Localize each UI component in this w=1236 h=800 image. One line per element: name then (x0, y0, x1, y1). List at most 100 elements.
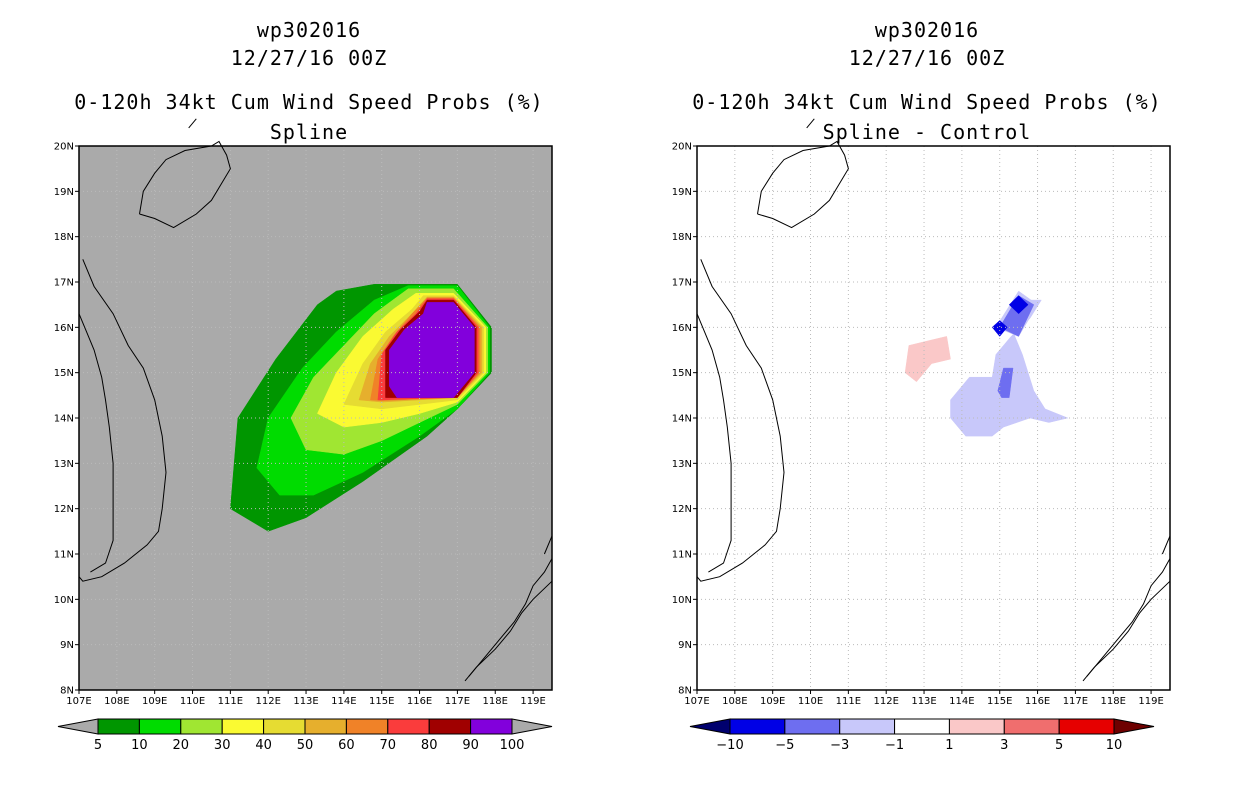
colorbar-swatch (470, 718, 513, 735)
colorbar-label: 80 (421, 738, 438, 753)
coastline (1086, 558, 1171, 677)
y-tick-label: 19N (672, 187, 692, 198)
colorbar-label: −1 (885, 738, 904, 753)
x-tick-label: 107E (66, 696, 91, 707)
colorbar-swatch (345, 718, 389, 735)
colorbar-swatch (1058, 718, 1115, 735)
colorbar-swatch (948, 718, 1005, 735)
x-tick-label: 113E (293, 696, 318, 707)
colorbar-swatch (263, 718, 306, 735)
datetime-title: 12/27/16 00Z (230, 46, 388, 70)
colorbar-swatch (304, 718, 347, 735)
x-axis: 107E 108E 109E 110E 111E 112E 113E 114E 115E 116E… (66, 690, 546, 707)
coastline (757, 140, 849, 229)
colorbar-swatch (1003, 718, 1060, 735)
coastlines (696, 118, 1171, 682)
x-tick-label: 112E (873, 696, 898, 707)
x-tick-label: 116E (407, 696, 432, 707)
colorbar-swatch (428, 718, 472, 735)
colorbar-label: 5 (1055, 738, 1063, 753)
contour-fill--5 (1008, 295, 1029, 315)
colorbar-label: 90 (462, 738, 479, 753)
coastline (188, 118, 197, 129)
y-tick-label: 13N (672, 459, 692, 470)
colorbar: −10 −5 −3 −1 1 3 5 10 (689, 718, 1155, 753)
x-tick-label: 108E (104, 696, 129, 707)
y-tick-label: 12N (672, 504, 692, 515)
coastline (78, 313, 114, 573)
colorbar-label: −5 (775, 738, 794, 753)
contour-fill--5 (991, 320, 1008, 337)
coastline (468, 558, 553, 677)
y-tick-label: 9N (678, 640, 692, 651)
y-tick-label: 17N (54, 278, 74, 289)
contour-fill-90 (389, 302, 475, 398)
y-tick-label: 16N (54, 323, 74, 334)
x-tick-label: 110E (180, 696, 205, 707)
x-tick-label: 115E (987, 696, 1012, 707)
x-tick-label: 111E (836, 696, 861, 707)
datetime-title: 12/27/16 00Z (848, 46, 1006, 70)
colorbar-swatch (784, 718, 841, 735)
colorbar-label: 10 (131, 738, 148, 753)
coastline (1161, 535, 1171, 555)
contour-fill--3 (997, 367, 1014, 398)
x-tick-label: 113E (911, 696, 936, 707)
y-tick-label: 10N (54, 595, 74, 606)
x-tick-label: 118E (483, 696, 508, 707)
y-axis: 8N 9N 10N 11N 12N 13N 14N 15N 16N 17N 18N 19N 20N (54, 142, 79, 697)
colorbar-swatch (138, 718, 182, 735)
colorbar-swatch (894, 718, 950, 735)
y-tick-label: 15N (54, 368, 74, 379)
coastlines (78, 118, 553, 682)
y-tick-label: 9N (60, 640, 74, 651)
contour-fills (904, 290, 1069, 437)
coastline (1082, 580, 1171, 682)
y-tick-label: 19N (54, 187, 74, 198)
x-tick-label: 115E (369, 696, 394, 707)
coastline (464, 580, 553, 682)
colorbar-label: 30 (214, 738, 231, 753)
colorbar: 5 10 20 30 40 50 60 70 80 90 100 (57, 718, 553, 753)
coastline (78, 259, 167, 582)
contour-fills (230, 284, 492, 532)
y-tick-label: 20N (54, 142, 74, 153)
colorbar-label: 20 (173, 738, 190, 753)
x-tick-label: 112E (255, 696, 280, 707)
colorbar-label: 50 (297, 738, 314, 753)
colorbar-swatch (180, 718, 223, 735)
y-tick-label: 14N (672, 414, 692, 425)
y-tick-label: 15N (672, 368, 692, 379)
y-tick-label: 14N (54, 414, 74, 425)
x-tick-label: 118E (1101, 696, 1126, 707)
colorbar-extend-high (511, 718, 553, 735)
x-tick-label: 109E (760, 696, 785, 707)
colorbar-label: 1 (945, 738, 953, 753)
x-tick-label: 109E (142, 696, 167, 707)
colorbar-label: 40 (255, 738, 272, 753)
x-tick-label: 110E (798, 696, 823, 707)
subtitle: Spline - Control (822, 120, 1032, 144)
colorbar-swatch (839, 718, 896, 735)
grid-lines (79, 146, 552, 690)
y-tick-label: 16N (672, 323, 692, 334)
subtitle: Spline (269, 120, 349, 144)
y-tick-label: 20N (672, 142, 692, 153)
x-tick-label: 117E (1063, 696, 1088, 707)
y-tick-label: 12N (54, 504, 74, 515)
colorbar-label: 3 (1000, 738, 1008, 753)
x-tick-label: 114E (331, 696, 356, 707)
plot-area (78, 118, 553, 691)
y-tick-label: 11N (54, 550, 74, 561)
y-tick-label: 13N (54, 459, 74, 470)
coastline (139, 140, 231, 229)
colorbar-label: −3 (830, 738, 849, 753)
x-tick-label: 108E (722, 696, 747, 707)
storm-id-title: wp302016 (874, 18, 980, 42)
coastline (543, 535, 553, 555)
colorbar-swatch (387, 718, 430, 735)
colorbar-label: −10 (716, 738, 743, 753)
y-tick-label: 11N (672, 550, 692, 561)
y-tick-label: 18N (672, 232, 692, 243)
plot-area (696, 118, 1171, 691)
